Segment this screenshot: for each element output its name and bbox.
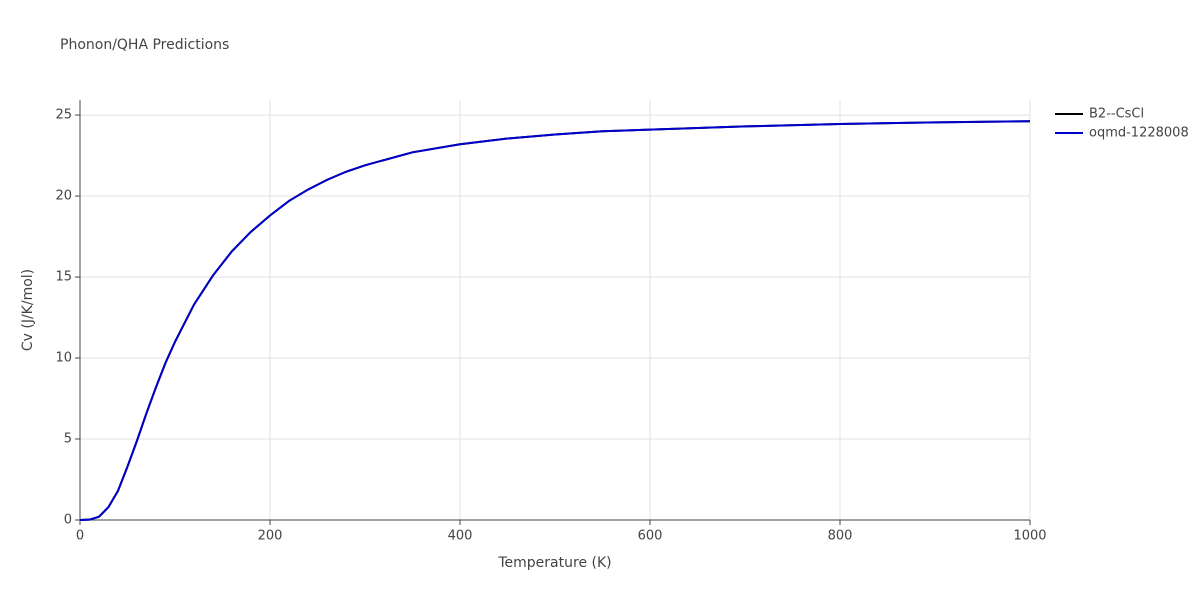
y-tick-label: 25 (55, 108, 72, 123)
x-tick-label: 400 (448, 529, 473, 544)
x-tick-label: 0 (76, 529, 84, 544)
y-tick-label: 5 (64, 432, 72, 447)
x-tick-label: 600 (638, 529, 663, 544)
y-tick-label: 0 (64, 513, 72, 528)
legend-label: B2--CsCl (1089, 107, 1144, 122)
x-axis-title: Temperature (K) (497, 555, 611, 571)
legend-label: oqmd-1228008 (1089, 126, 1189, 141)
x-tick-label: 800 (828, 529, 853, 544)
x-tick-label: 200 (258, 529, 283, 544)
y-axis-title: Cv (J/K/mol) (20, 269, 36, 351)
data-line (79, 120, 1031, 521)
y-tick-label: 15 (55, 270, 72, 285)
x-tick-label: 1000 (1013, 529, 1046, 544)
y-tick-label: 20 (55, 189, 72, 204)
y-tick-label: 10 (55, 351, 72, 366)
chart-title: Phonon/QHA Predictions (60, 37, 229, 53)
data-line (79, 120, 1031, 521)
